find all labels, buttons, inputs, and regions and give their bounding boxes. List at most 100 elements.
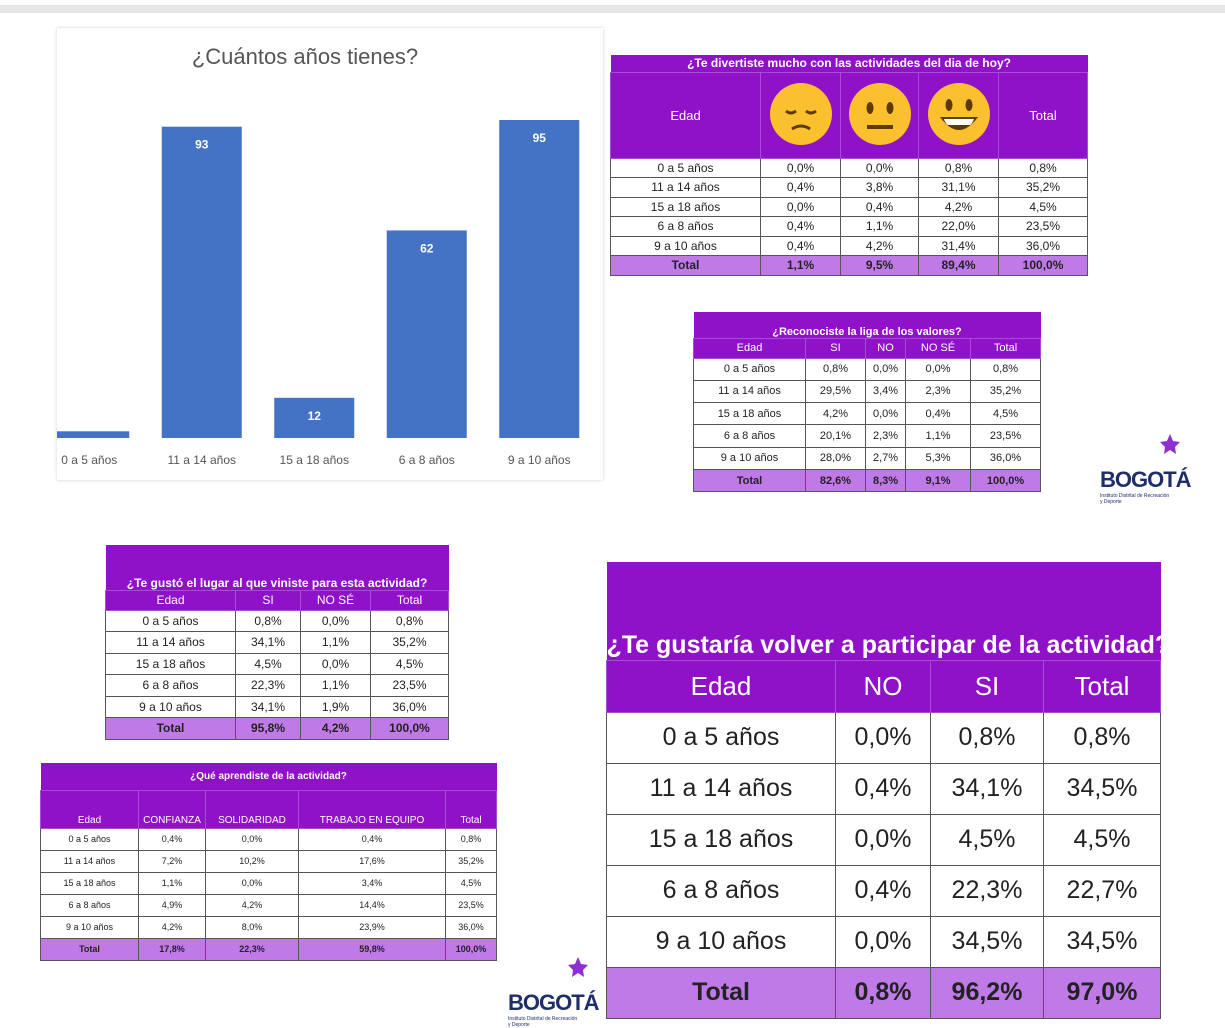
table-cell: 3,4%	[298, 871, 446, 895]
data-table: ¿Te gustaría volver a participar de la a…	[606, 562, 1161, 1019]
table-cell: 0,0%	[205, 871, 299, 895]
table-cell: 0,0%	[865, 357, 906, 381]
bar	[499, 120, 580, 438]
table-cell: 9,5%	[840, 255, 919, 276]
data-table: ¿Reconociste la liga de los valores? Edad…	[693, 312, 1042, 493]
table-cell: 36,0%	[445, 915, 497, 939]
table-cell: 1,1%	[840, 216, 919, 237]
bar	[57, 431, 130, 438]
data-row: 6 a 8 años 4,9% 4,2% 14,4% 23,5%	[40, 893, 497, 917]
table-cell: Total	[693, 468, 806, 493]
table-cell: 8,3%	[865, 468, 906, 493]
table-cell: 9,1%	[905, 468, 971, 493]
table-cell: 0 a 5 años	[105, 609, 236, 632]
logo-name: BOGOTÁ	[508, 990, 600, 1015]
bar	[386, 230, 467, 438]
table-cell: 36,0%	[997, 235, 1089, 256]
table-cell: 0,8%	[445, 827, 497, 851]
data-row: 9 a 10 años 0,0% 34,5% 34,5%	[606, 915, 1161, 968]
header-cell: Total	[997, 71, 1089, 159]
header-cell: SI	[930, 659, 1044, 713]
table-cell: 34,1%	[235, 631, 301, 654]
header-row: Edad NO SI Total	[606, 659, 1161, 713]
title-row: ¿Qué aprendiste de la actividad?	[40, 763, 497, 790]
table-cell: 17,6%	[298, 849, 446, 873]
table-cell: 34,1%	[235, 695, 301, 718]
table-cell: 3,4%	[865, 379, 906, 404]
table-cell: 0 a 5 años	[606, 711, 836, 764]
table-cell: 4,5%	[445, 871, 497, 895]
table-cell: 35,2%	[445, 849, 497, 873]
table-cell: 11 a 14 años	[40, 849, 139, 873]
table-cell: 23,5%	[445, 893, 497, 917]
table-title: ¿Te gustaría volver a participar de la a…	[606, 562, 1161, 660]
header-cell: SOLIDARIDAD	[205, 789, 299, 829]
table-cell: 0,8%	[805, 357, 866, 381]
table-cell: 6 a 8 años	[610, 216, 761, 237]
table-cell: 4,2%	[918, 196, 999, 217]
face-sad	[769, 82, 832, 145]
data-row: 6 a 8 años 22,3% 1,1% 23,5%	[105, 674, 450, 697]
table-cell: 0 a 5 años	[693, 357, 806, 381]
data-row: 11 a 14 años 0,4% 34,1% 34,5%	[606, 762, 1161, 815]
table-cell: 34,5%	[930, 915, 1044, 968]
table-cell: 0,4%	[840, 196, 919, 217]
data-row: Total 1,1% 9,5% 89,4% 100,0%	[610, 255, 1089, 276]
header-cell: SI	[805, 337, 866, 359]
header-cell: NO SÉ	[300, 589, 371, 611]
header-row: Edad SI NO NO SÉ Total	[693, 337, 1042, 359]
data-row: Total 95,8% 4,2% 100,0%	[105, 717, 450, 740]
data-row: 11 a 14 años 29,5% 3,4% 2,3% 35,2%	[693, 379, 1042, 404]
table-cell: 6 a 8 años	[693, 424, 806, 448]
table-cell: 4,2%	[300, 717, 371, 740]
data-label: 93	[195, 138, 209, 152]
data-row: 9 a 10 años 34,1% 1,9% 36,0%	[105, 695, 450, 718]
table-cell: 15 a 18 años	[610, 196, 761, 217]
header-icon	[760, 71, 841, 159]
table-cell: 7,2%	[138, 849, 206, 873]
table-cell: Total	[105, 717, 236, 740]
face-neutral	[848, 82, 911, 145]
table-cell: 11 a 14 años	[693, 379, 806, 404]
data-row: 11 a 14 años 34,1% 1,1% 35,2%	[105, 631, 450, 654]
table-cell: 100,0%	[445, 937, 497, 961]
header-cell: SI	[235, 589, 301, 611]
header-cell: NO	[865, 337, 906, 359]
logo-subtitle: Instituto Distrital de Recreación y Depo…	[508, 1016, 578, 1028]
header-cell: Edad	[693, 337, 806, 359]
table-cell: 0,0%	[300, 652, 371, 675]
x-tick-label: 9 a 10 años	[508, 453, 571, 467]
table-cell: 5,3%	[905, 446, 971, 470]
data-label: 12	[308, 409, 322, 423]
table-cell: 3,8%	[840, 177, 919, 198]
data-row: 9 a 10 años 28,0% 2,7% 5,3% 36,0%	[693, 446, 1042, 470]
table-cell: 15 a 18 años	[105, 652, 236, 675]
table-cell: 0,0%	[835, 813, 931, 866]
header-cell: Total	[969, 337, 1042, 359]
table-cell: 0,4%	[835, 762, 931, 815]
table-cell: 0,8%	[369, 609, 450, 632]
data-row: 6 a 8 años 0,4% 22,3% 22,7%	[606, 864, 1161, 917]
table-cell: 1,9%	[300, 695, 371, 718]
table-cell: 36,0%	[369, 695, 450, 718]
header-cell: Total	[445, 789, 497, 829]
face-happy	[927, 82, 990, 145]
table-cell: 15 a 18 años	[606, 813, 836, 866]
table-title: ¿Qué aprendiste de la actividad?	[40, 763, 497, 790]
table-cell: 82,6%	[805, 468, 866, 493]
table-cell: 35,2%	[369, 631, 450, 654]
chart: ¿Cuántos años tienes? 0 a 5 años 93 11 a 1…	[57, 44, 580, 467]
logo-star	[568, 957, 588, 977]
table-cell: 34,5%	[1043, 915, 1161, 968]
table-cell: 35,2%	[997, 177, 1089, 198]
table-cell: 6 a 8 años	[606, 864, 836, 917]
table-cell: 1,1%	[760, 255, 841, 276]
table-cell: 14,4%	[298, 893, 446, 917]
table-cell: 4,2%	[205, 893, 299, 917]
table-cell: 0 a 5 años	[610, 157, 761, 178]
table-cell: 9 a 10 años	[610, 235, 761, 256]
header-cell: Edad	[105, 589, 236, 611]
table-cell: 0,0%	[865, 402, 906, 426]
table-cell: 31,1%	[918, 177, 999, 198]
